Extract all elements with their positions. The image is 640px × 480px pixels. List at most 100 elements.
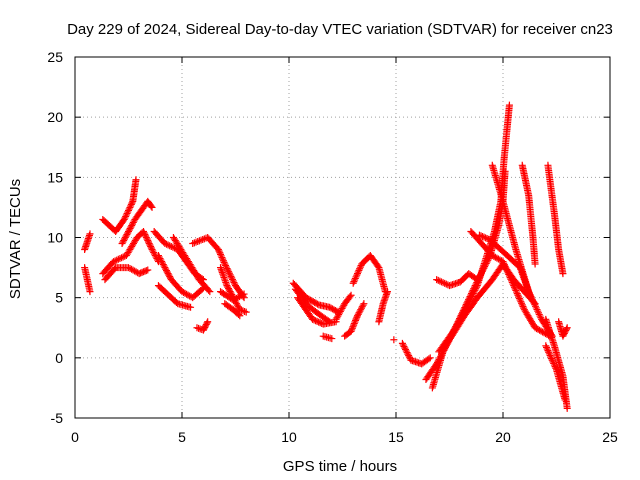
data-point	[349, 323, 357, 331]
data-point	[404, 350, 412, 358]
data-point	[158, 258, 166, 266]
data-point	[231, 295, 239, 303]
data-point	[235, 293, 243, 301]
data-point	[140, 229, 148, 237]
data-point	[217, 250, 225, 258]
data-point	[350, 278, 358, 286]
data-point	[563, 404, 571, 412]
data-point	[519, 302, 527, 310]
data-point	[119, 253, 127, 261]
data-point	[169, 243, 177, 251]
data-point	[500, 259, 508, 267]
data-point	[333, 314, 341, 322]
data-point	[328, 335, 336, 343]
grid	[75, 57, 610, 418]
data-point	[454, 319, 462, 327]
data-point	[511, 285, 519, 293]
data-point	[490, 252, 498, 260]
data-point	[118, 240, 126, 248]
data-point	[383, 288, 391, 296]
data-point	[121, 214, 129, 222]
data-point	[165, 271, 173, 279]
data-point	[540, 329, 548, 337]
data-point	[508, 278, 516, 286]
data-point	[469, 289, 477, 297]
data-point	[516, 296, 524, 304]
data-point	[164, 270, 172, 278]
data-point	[183, 290, 191, 298]
data-point	[111, 257, 119, 265]
data-point	[533, 306, 541, 314]
data-point	[346, 293, 354, 301]
data-point	[161, 240, 169, 248]
data-point	[310, 316, 318, 324]
data-point	[534, 325, 542, 333]
data-point	[513, 290, 521, 298]
data-point	[506, 274, 514, 282]
data-point	[239, 307, 247, 315]
data-point	[217, 252, 225, 260]
data-point	[143, 235, 151, 243]
data-point	[125, 227, 132, 235]
data-point	[229, 277, 237, 285]
data-point	[460, 308, 468, 316]
data-point	[194, 238, 202, 246]
data-point	[228, 275, 236, 283]
data-point	[142, 234, 150, 241]
data-point	[225, 269, 233, 277]
data-point	[86, 288, 94, 296]
data-point	[192, 238, 200, 246]
data-point	[488, 252, 496, 260]
data-point	[125, 205, 133, 213]
data-point	[197, 236, 205, 244]
data-point	[479, 232, 487, 240]
y-tick-label: 0	[55, 350, 63, 366]
data-point	[178, 288, 186, 296]
data-point	[122, 232, 130, 240]
data-point	[338, 304, 346, 312]
data-point	[457, 314, 465, 322]
x-tick-label: 15	[388, 429, 404, 445]
data-point	[128, 265, 136, 273]
data-point	[347, 327, 355, 335]
data-point	[128, 221, 136, 229]
data-point	[454, 321, 462, 329]
data-point	[113, 256, 121, 264]
data-point	[405, 352, 413, 360]
data-point	[358, 303, 366, 311]
x-tick-label: 10	[281, 429, 297, 445]
data-point	[127, 202, 135, 210]
data-point	[514, 291, 522, 299]
data-point	[316, 319, 324, 327]
data-point	[531, 302, 539, 310]
data-point	[148, 246, 156, 254]
data-point	[503, 266, 511, 274]
data-point	[500, 261, 508, 269]
data-point	[426, 354, 434, 362]
data-point	[504, 269, 512, 277]
data-point	[465, 297, 473, 305]
data-point	[337, 306, 345, 314]
data-point	[313, 317, 321, 325]
data-point	[219, 257, 227, 265]
x-tick-label: 5	[178, 429, 186, 445]
data-point	[236, 312, 244, 320]
data-point	[142, 232, 150, 240]
data-point	[402, 346, 410, 354]
data-point	[515, 293, 523, 301]
data-point	[156, 255, 164, 263]
data-point	[184, 291, 192, 299]
data-point	[542, 342, 550, 350]
data-point	[401, 344, 409, 352]
data-point	[220, 258, 228, 266]
data-point	[513, 288, 521, 296]
data-point	[505, 272, 513, 280]
data-point	[162, 267, 170, 275]
data-point	[144, 266, 152, 274]
data-point	[536, 312, 544, 320]
data-point	[437, 278, 445, 286]
data-point	[546, 351, 554, 359]
data-point	[86, 230, 94, 238]
data-point	[158, 259, 166, 267]
data-point	[126, 264, 134, 272]
